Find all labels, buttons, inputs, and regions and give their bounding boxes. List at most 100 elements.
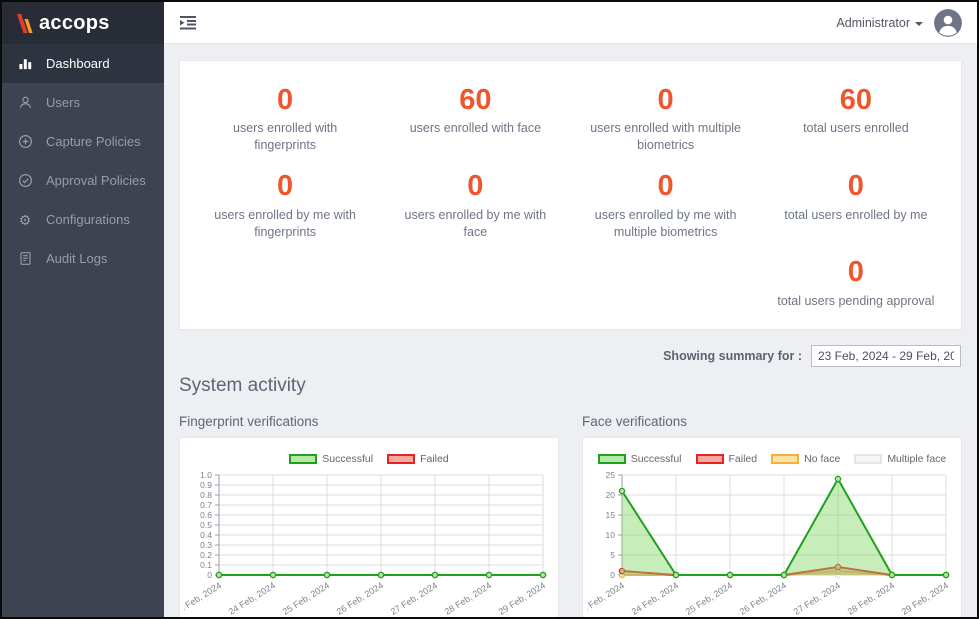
- stat-value: 0: [847, 256, 864, 289]
- svg-text:10: 10: [606, 530, 616, 540]
- stat-item: 0 total users pending approval: [761, 257, 951, 309]
- svg-text:0.4: 0.4: [200, 530, 212, 540]
- svg-text:0.7: 0.7: [200, 500, 212, 510]
- sidebar-item-label: Capture Policies: [46, 134, 141, 149]
- stat-item: 0 total users enrolled by me: [761, 171, 951, 240]
- topbar-right: Administrator: [836, 8, 962, 37]
- user-menu-button[interactable]: Administrator: [836, 16, 923, 30]
- sidebar-item-label: Dashboard: [46, 56, 110, 71]
- svg-text:0.6: 0.6: [200, 510, 212, 520]
- svg-text:0.3: 0.3: [200, 540, 212, 550]
- user-avatar[interactable]: [934, 8, 962, 37]
- plus-circle-icon: [17, 134, 33, 149]
- summary-label: Showing summary for :: [663, 348, 802, 363]
- face-chart-legend: Successful Failed No face Multiple face: [587, 453, 957, 465]
- sidebar-item-label: Approval Policies: [46, 173, 146, 188]
- sidebar-item-audit-logs[interactable]: Audit Logs: [2, 239, 164, 278]
- stat-label: total users pending approval: [777, 293, 935, 308]
- stat-value: 0: [657, 170, 674, 203]
- stat-value: 60: [459, 84, 492, 116]
- stat-value: 60: [839, 84, 872, 116]
- svg-text:0.2: 0.2: [200, 550, 212, 560]
- content: 0 users enrolled with fingerprints 60 users…: [164, 44, 977, 617]
- bar-chart-icon: [17, 56, 33, 71]
- legend-swatch: [771, 453, 800, 464]
- stat-item: 0 users enrolled with multiple biometrics: [571, 85, 761, 154]
- legend-label: No face: [804, 452, 841, 465]
- stat-item: 0 users enrolled by me with face: [380, 171, 570, 240]
- sidebar-item-capture-policies[interactable]: Capture Policies: [2, 122, 164, 161]
- svg-text:0: 0: [610, 570, 615, 580]
- face-chart-block: Face verifications Successful Failed No fa…: [582, 414, 962, 617]
- gears-icon: ⚙: [18, 211, 32, 228]
- svg-text:25 Feb, 2024: 25 Feb, 2024: [281, 580, 331, 617]
- svg-text:24 Feb, 2024: 24 Feb, 2024: [630, 580, 680, 617]
- stat-label: users enrolled with multiple biometrics: [590, 121, 741, 153]
- stat-item: 0 users enrolled with fingerprints: [190, 85, 380, 154]
- svg-text:29 Feb, 2024: 29 Feb, 2024: [497, 580, 547, 617]
- legend-item-multiple-face: Multiple face: [854, 453, 946, 465]
- legend-swatch: [387, 453, 416, 464]
- legend-swatch: [695, 453, 724, 464]
- sidebar-nav: Dashboard Users Capture Policies Approval P…: [2, 44, 164, 278]
- fingerprint-chart-legend: Successful Failed: [184, 453, 554, 465]
- legend-label: Successful: [630, 452, 682, 465]
- charts-row: Fingerprint verifications Successful Fail…: [179, 414, 962, 617]
- stat-label: total users enrolled: [803, 121, 909, 136]
- section-title: System activity: [179, 374, 306, 396]
- sidebar-item-dashboard[interactable]: Dashboard: [2, 44, 164, 83]
- stat-value: 0: [847, 170, 864, 203]
- legend-item-failed: Failed: [695, 453, 757, 465]
- brand-logo-text: accops: [39, 11, 110, 34]
- check-circle-icon: [17, 173, 33, 188]
- stat-item: 0 users enrolled by me with multiple biom…: [571, 171, 761, 240]
- svg-text:25 Feb, 2024: 25 Feb, 2024: [684, 580, 734, 617]
- svg-text:23 Feb, 2024: 23 Feb, 2024: [184, 580, 223, 617]
- face-verifications-chart: 25 20 15 10 5 023 Feb, 2024 24 Feb, 2024 25 Feb…: [587, 470, 950, 617]
- brand-logo[interactable]: accops: [2, 2, 164, 44]
- svg-text:26 Feb, 2024: 26 Feb, 2024: [335, 580, 385, 617]
- stat-value: 0: [277, 170, 294, 203]
- svg-text:26 Feb, 2024: 26 Feb, 2024: [738, 580, 788, 617]
- svg-text:0.8: 0.8: [200, 490, 212, 500]
- legend-swatch: [854, 453, 883, 464]
- sidebar-toggle-icon[interactable]: [179, 15, 197, 30]
- legend-swatch: [597, 453, 626, 464]
- summary-row: Showing summary for :: [180, 344, 961, 367]
- svg-text:0.5: 0.5: [200, 520, 212, 530]
- sidebar-item-approval-policies[interactable]: Approval Policies: [2, 161, 164, 200]
- stat-value: 0: [467, 170, 484, 203]
- sidebar-item-users[interactable]: Users: [2, 83, 164, 122]
- svg-text:1.0: 1.0: [200, 470, 212, 480]
- svg-text:28 Feb, 2024: 28 Feb, 2024: [846, 580, 896, 617]
- stat-label: users enrolled with fingerprints: [233, 121, 338, 153]
- stats-card: 0 users enrolled with fingerprints 60 users…: [179, 60, 962, 330]
- person-icon: [934, 8, 962, 37]
- stat-value: 0: [657, 84, 674, 116]
- svg-text:28 Feb, 2024: 28 Feb, 2024: [443, 580, 493, 617]
- svg-text:0: 0: [207, 570, 212, 580]
- svg-text:20: 20: [606, 490, 616, 500]
- sidebar-item-label: Configurations: [46, 212, 130, 227]
- legend-label: Successful: [322, 452, 374, 465]
- stat-item: 60 total users enrolled: [761, 85, 951, 154]
- sidebar-item-label: Users: [46, 95, 80, 110]
- legend-item-failed: Failed: [387, 453, 449, 465]
- svg-text:23 Feb, 2024: 23 Feb, 2024: [587, 580, 626, 617]
- topbar: Administrator: [164, 2, 977, 44]
- chart-title-fingerprint: Fingerprint verifications: [179, 413, 319, 429]
- stat-label: users enrolled by me with face: [404, 207, 547, 239]
- stat-label: users enrolled by me with multiple biome…: [594, 207, 737, 239]
- sidebar-item-configurations[interactable]: ⚙ Configurations: [2, 200, 164, 239]
- date-range-input[interactable]: [811, 344, 961, 367]
- fingerprint-chart-card: Successful Failed 1.0 0.9 0.8 0.7 0.6 0.5 0.4 0.…: [179, 436, 559, 617]
- stat-item: 60 users enrolled with face: [380, 85, 570, 154]
- svg-text:27 Feb, 2024: 27 Feb, 2024: [389, 580, 439, 617]
- svg-text:27 Feb, 2024: 27 Feb, 2024: [792, 580, 842, 617]
- svg-text:24 Feb, 2024: 24 Feb, 2024: [227, 580, 277, 617]
- stat-value: 0: [277, 84, 294, 116]
- stats-grid: 0 users enrolled with fingerprints 60 users…: [190, 85, 951, 327]
- stat-label: users enrolled with face: [409, 121, 542, 136]
